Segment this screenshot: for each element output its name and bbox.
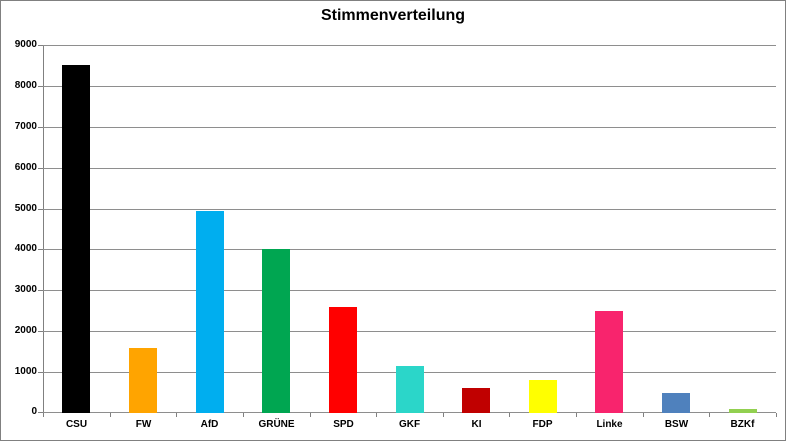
x-tick-4 (310, 413, 311, 417)
bar-GRÜNE (262, 249, 290, 413)
y-tick-label-3000: 3000 (14, 284, 37, 295)
x-tick-2 (176, 413, 177, 417)
x-axis-label-AfD: AfD (200, 419, 219, 430)
gridline-4000 (43, 249, 776, 250)
bar-Linke (595, 311, 623, 413)
gridline-3000 (43, 290, 776, 291)
x-tick-10 (709, 413, 710, 417)
y-tick-label-5000: 5000 (14, 203, 37, 214)
gridline-7000 (43, 127, 776, 128)
bar-BSW (662, 393, 690, 413)
y-tick-8000 (38, 86, 43, 87)
y-tick-label-9000: 9000 (14, 39, 37, 50)
x-axis-label-GKF: GKF (398, 419, 421, 430)
y-tick-9000 (38, 45, 43, 46)
x-tick-5 (376, 413, 377, 417)
gridline-5000 (43, 209, 776, 210)
x-axis-label-KI: KI (471, 419, 482, 430)
bar-SPD (329, 307, 357, 413)
y-tick-5000 (38, 209, 43, 210)
bar-GKF (396, 366, 424, 413)
y-tick-4000 (38, 249, 43, 250)
y-tick-3000 (38, 290, 43, 291)
x-tick-9 (643, 413, 644, 417)
bar-BZKf (729, 409, 757, 413)
y-tick-0 (38, 412, 43, 413)
x-tick-6 (443, 413, 444, 417)
y-tick-label-6000: 6000 (14, 162, 37, 173)
x-tick-3 (243, 413, 244, 417)
x-axis-label-FW: FW (135, 419, 152, 430)
bar-FW (129, 348, 157, 413)
x-axis-label-CSU: CSU (65, 419, 88, 430)
x-tick-8 (576, 413, 577, 417)
x-axis-label-Linke: Linke (596, 419, 623, 430)
x-axis-label-BSW: BSW (664, 419, 689, 430)
gridline-9000 (43, 45, 776, 46)
y-tick-2000 (38, 331, 43, 332)
bar-CSU (62, 65, 90, 413)
bar-KI (462, 388, 490, 413)
y-tick-label-7000: 7000 (14, 121, 37, 132)
x-tick-11 (776, 413, 777, 417)
bar-AfD (196, 211, 224, 413)
x-axis-label-GRÜNE: GRÜNE (258, 419, 295, 430)
x-tick-1 (110, 413, 111, 417)
y-tick-label-4000: 4000 (14, 243, 37, 254)
chart-title: Stimmenverteilung (320, 7, 466, 24)
x-axis-label-BZKf: BZKf (730, 419, 755, 430)
y-tick-7000 (38, 127, 43, 128)
gridline-2000 (43, 331, 776, 332)
plot-area (43, 45, 776, 413)
y-tick-label-1000: 1000 (14, 366, 37, 377)
y-tick-label-8000: 8000 (14, 80, 37, 91)
y-tick-1000 (38, 372, 43, 373)
y-tick-6000 (38, 168, 43, 169)
x-axis-label-SPD: SPD (333, 419, 354, 430)
x-tick-0 (43, 413, 44, 417)
y-tick-label-0: 0 (31, 406, 37, 417)
x-axis-label-FDP: FDP (532, 419, 553, 430)
bar-FDP (529, 380, 557, 413)
x-tick-7 (509, 413, 510, 417)
y-tick-label-2000: 2000 (14, 325, 37, 336)
y-axis-line (43, 45, 44, 413)
gridline-6000 (43, 168, 776, 169)
gridline-8000 (43, 86, 776, 87)
